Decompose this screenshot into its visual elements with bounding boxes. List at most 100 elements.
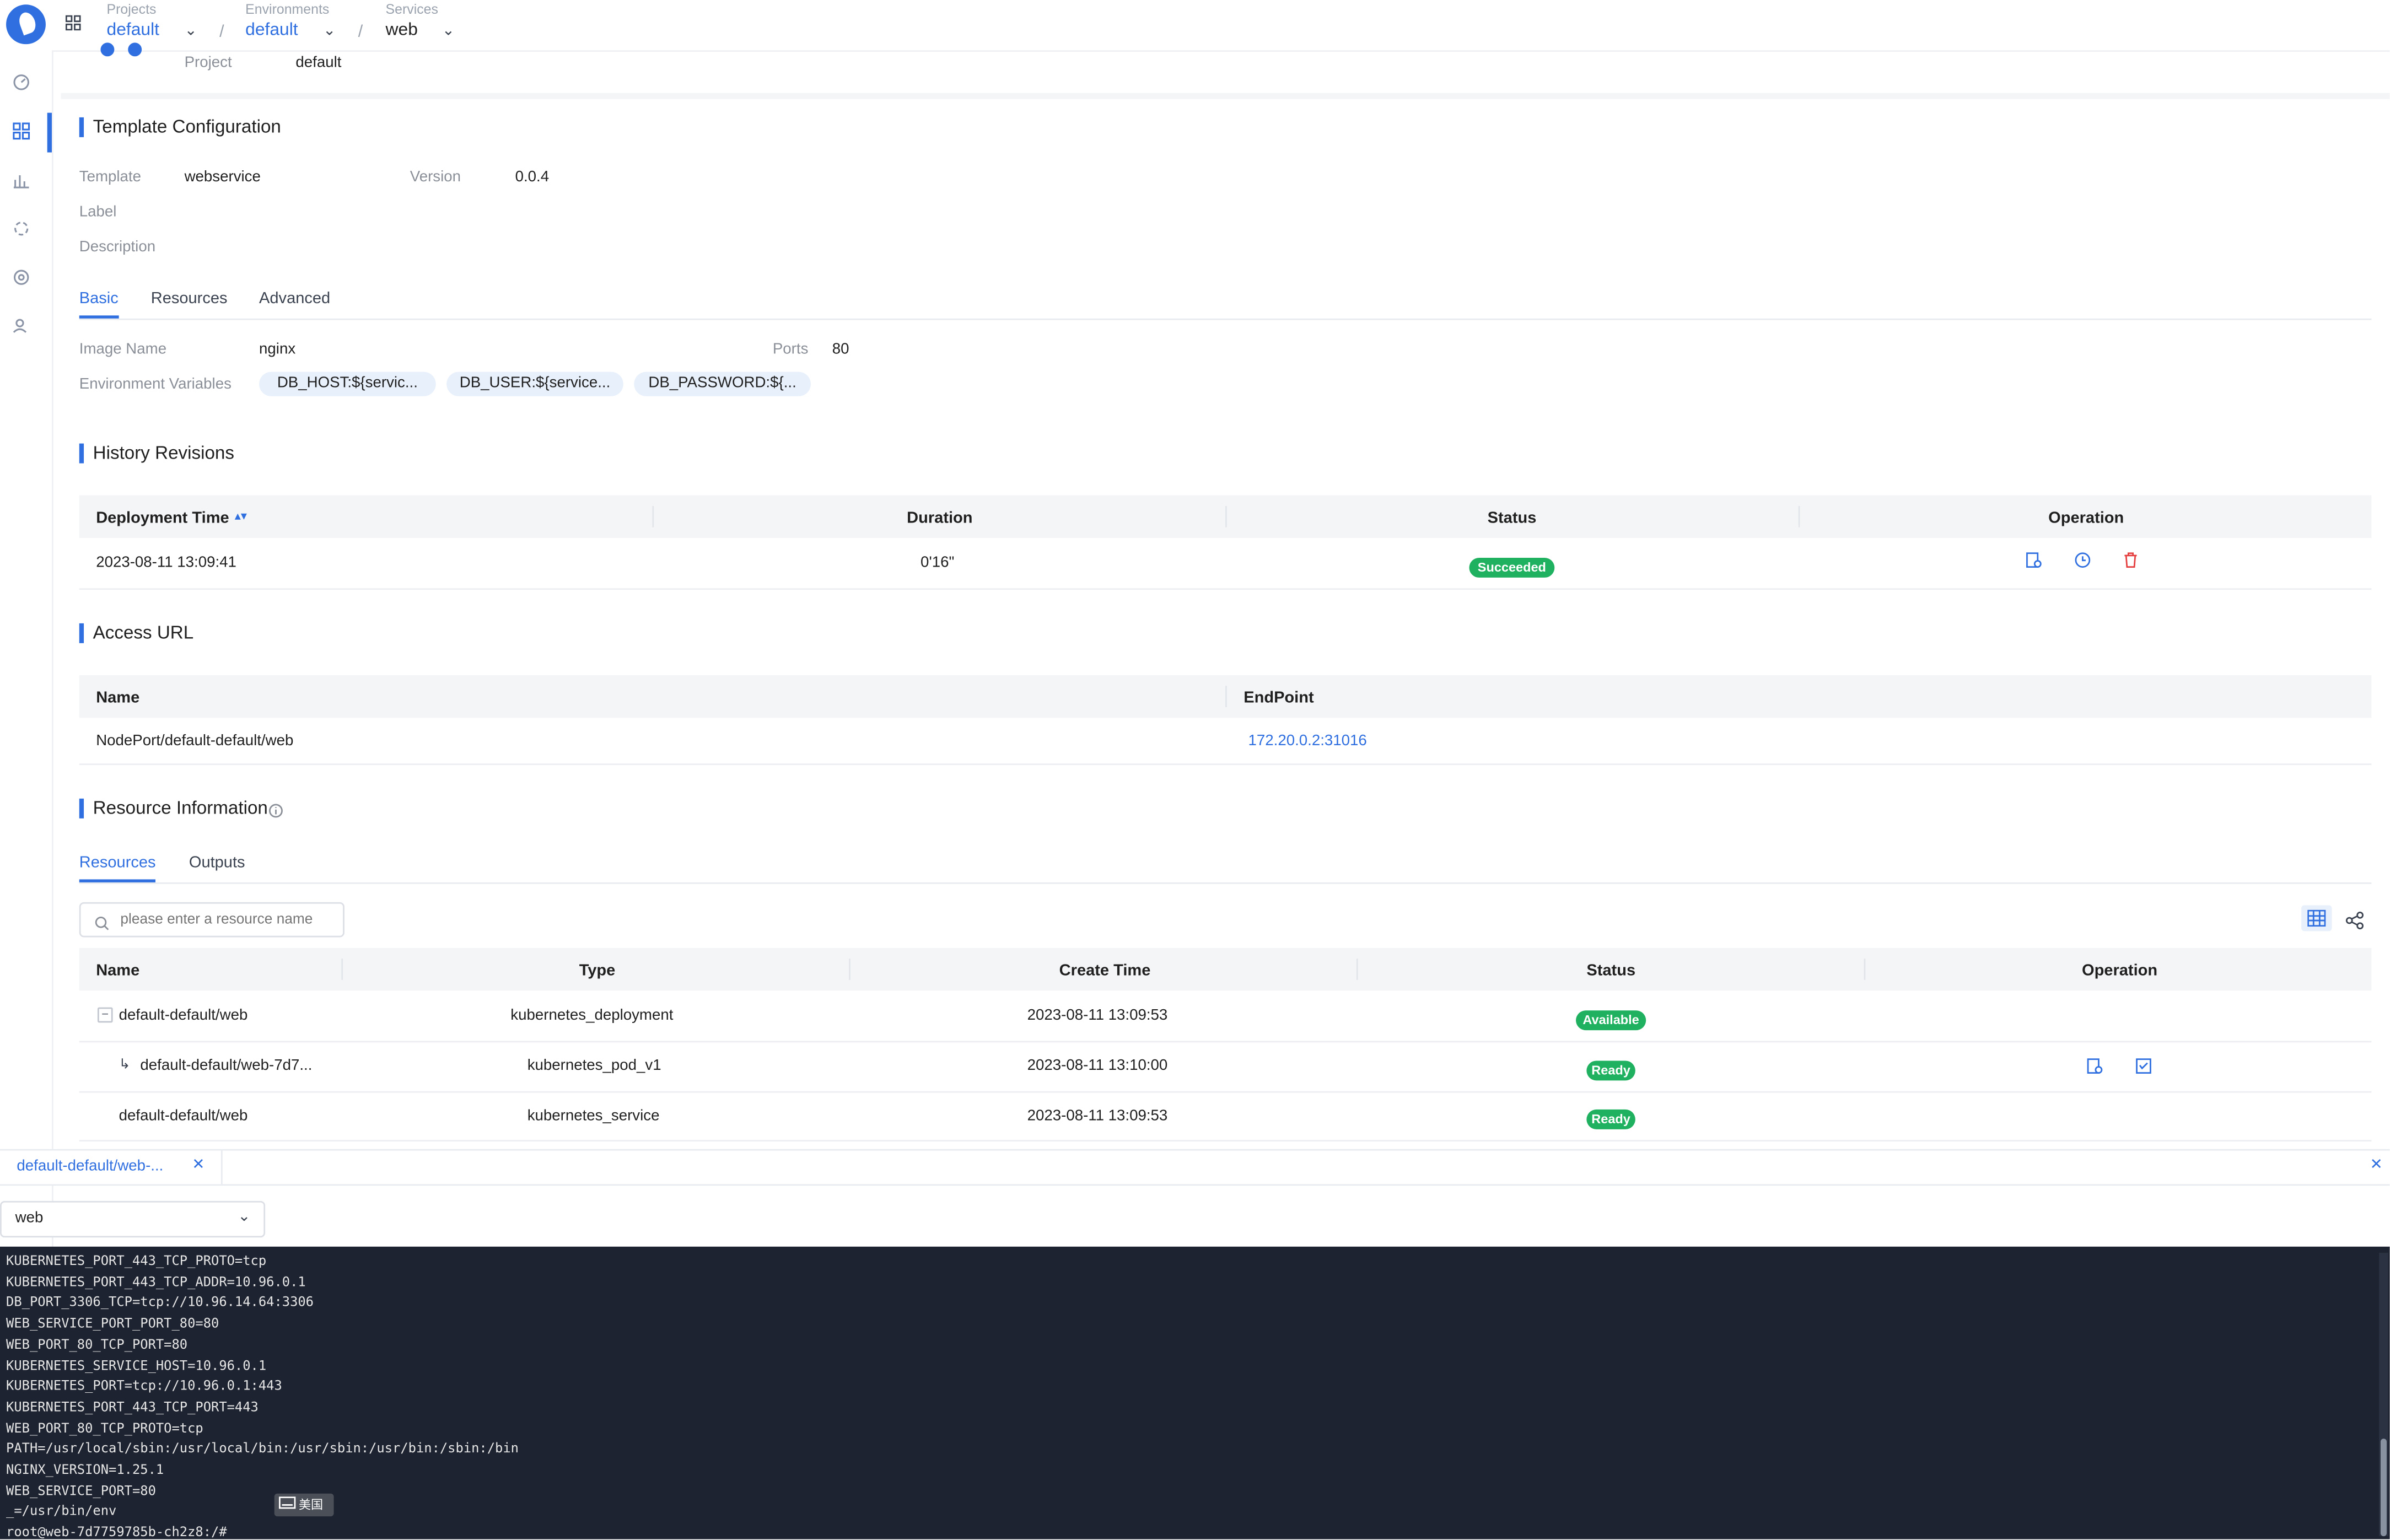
row-divider: [79, 1140, 2372, 1141]
deployment-time: 2023-08-11 13:09:41: [96, 554, 236, 572]
tab-active-underline: [79, 879, 156, 882]
column-separator: [1225, 505, 1227, 527]
chevron-down-icon[interactable]: ⌄: [323, 23, 336, 40]
terminal-line: WEB_PORT_80_TCP_PORT=80: [6, 1338, 188, 1353]
env-var-tag[interactable]: DB_USER:${service...: [446, 371, 623, 396]
table-header: Name EndPoint: [79, 675, 2372, 718]
terminal-line: NGINX_VERSION=1.25.1: [6, 1463, 164, 1479]
table-row: − default-default/web kubernetes_deploym…: [79, 992, 2372, 1041]
tree-branch-icon: ↳: [119, 1056, 131, 1071]
app-logo[interactable]: [6, 4, 46, 45]
create-time: 2023-08-11 13:09:53: [1027, 1108, 1168, 1125]
search-input[interactable]: [120, 908, 334, 930]
tab-resources[interactable]: Resources: [79, 853, 156, 872]
logs-icon[interactable]: [2086, 1054, 2103, 1082]
table-view-icon[interactable]: [2301, 905, 2332, 931]
label-label: Label: [79, 204, 117, 221]
detail-icon[interactable]: [2026, 552, 2042, 573]
terminal-prompt: root@web-7d7759785b-ch2z8:/#: [6, 1526, 227, 1539]
topbar: Projects default ⌄ / Environments defaul…: [52, 0, 2390, 52]
app-switcher-icon[interactable]: [65, 15, 81, 35]
container-select-value: web: [15, 1210, 44, 1227]
chevron-down-icon[interactable]: ⌄: [184, 23, 197, 40]
container-select[interactable]: web ⌄: [0, 1200, 266, 1238]
resource-search[interactable]: [79, 902, 344, 938]
status-badge: Ready: [1586, 1060, 1635, 1081]
graph-view-icon[interactable]: [2345, 910, 2364, 938]
rollback-clock-icon[interactable]: [2074, 552, 2091, 573]
env-var-tag[interactable]: DB_HOST:${servic...: [259, 371, 436, 396]
breadcrumb-environments[interactable]: Environments default: [245, 2, 329, 40]
column-header: EndPoint: [1244, 688, 1314, 707]
info-icon[interactable]: [268, 799, 284, 826]
terminal-output[interactable]: KUBERNETES_PORT_443_TCP_PROTO=tcp KUBERN…: [0, 1246, 2390, 1539]
column-header[interactable]: Deployment Time: [96, 509, 229, 527]
chart-icon[interactable]: [10, 171, 32, 192]
env-var-tag[interactable]: DB_PASSWORD:${...: [634, 371, 811, 396]
status-badge: Succeeded: [1469, 557, 1555, 578]
terminal-line: KUBERNETES_PORT=tcp://10.96.0.1:443: [6, 1379, 282, 1395]
tabs-divider: [79, 882, 2372, 884]
column-separator: [1798, 505, 1800, 527]
duration: 0'16": [921, 554, 955, 572]
chevron-down-icon[interactable]: ⌄: [442, 23, 455, 40]
table-header: Name Type Create Time Status Operation: [79, 947, 2372, 991]
terminal-icon[interactable]: [2135, 1054, 2152, 1082]
column-separator: [849, 959, 851, 980]
terminal-line: WEB_PORT_80_TCP_PROTO=tcp: [6, 1421, 203, 1437]
terminal-line: WEB_SERVICE_PORT_PORT_80=80: [6, 1317, 219, 1332]
resource-type: kubernetes_pod_v1: [527, 1057, 661, 1075]
description-label: Description: [79, 239, 156, 256]
template-value: webservice: [184, 169, 261, 186]
delete-icon[interactable]: [2123, 552, 2139, 573]
column-separator: [341, 959, 343, 980]
applications-icon[interactable]: [10, 122, 32, 143]
breadcrumb-caption: Services: [385, 1, 438, 17]
row-divider: [79, 763, 2372, 766]
column-separator: [652, 505, 654, 527]
tab-outputs[interactable]: Outputs: [189, 853, 245, 872]
tab-basic[interactable]: Basic: [79, 289, 119, 308]
column-header: Operation: [2081, 961, 2158, 980]
section-divider: [61, 93, 2390, 99]
column-header: Status: [1487, 509, 1537, 527]
endpoint-link[interactable]: 172.20.0.2:31016: [1248, 733, 1367, 750]
terminal-line: _=/usr/bin/env: [6, 1505, 117, 1520]
env-vars-label: Environment Variables: [79, 376, 232, 394]
breadcrumb-value: default: [106, 21, 160, 40]
close-icon[interactable]: ✕: [192, 1156, 205, 1174]
terminal-scroll-thumb[interactable]: [2380, 1439, 2387, 1537]
settings-icon[interactable]: [10, 268, 32, 290]
row-divider: [79, 1041, 2372, 1043]
collapse-icon[interactable]: −: [97, 1007, 113, 1023]
row-divider: [79, 1091, 2372, 1093]
table-row: NodePort/default-default/web 172.20.0.2:…: [79, 719, 2372, 763]
close-panel-icon[interactable]: ✕: [2370, 1156, 2383, 1174]
section-title: Access URL: [79, 623, 193, 643]
tab-advanced[interactable]: Advanced: [259, 289, 331, 308]
users-icon[interactable]: [10, 317, 32, 338]
sidebar-active-indicator: [47, 112, 52, 153]
column-header: Name: [96, 961, 140, 980]
breadcrumb-separator: /: [219, 23, 224, 41]
resource-type: kubernetes_deployment: [510, 1007, 674, 1025]
sort-icon[interactable]: ▴▾: [234, 509, 247, 523]
connectors-icon[interactable]: [10, 219, 32, 241]
row-divider: [79, 588, 2372, 590]
terminal-line: DB_PORT_3306_TCP=tcp://10.96.14.64:3306: [6, 1296, 314, 1312]
terminal-line: KUBERNETES_PORT_443_TCP_ADDR=10.96.0.1: [6, 1275, 306, 1291]
dashboard-icon[interactable]: [10, 73, 32, 95]
terminal-line: KUBERNETES_SERVICE_HOST=10.96.0.1: [6, 1359, 267, 1374]
breadcrumb-projects[interactable]: Projects default: [107, 2, 159, 40]
breadcrumb-services[interactable]: Services web: [386, 2, 438, 40]
status-badge: Ready: [1586, 1109, 1635, 1129]
create-time: 2023-08-11 13:10:00: [1027, 1057, 1168, 1075]
section-title: Template Configuration: [79, 117, 281, 137]
terminal-lines: KUBERNETES_PORT_443_TCP_PROTO=tcp KUBERN…: [6, 1253, 519, 1539]
terminal-tab[interactable]: default-default/web-... ✕: [0, 1150, 223, 1184]
chevron-down-icon: ⌄: [238, 1208, 251, 1226]
resource-name: default-default/web: [119, 1108, 248, 1125]
table-row: default-default/web kubernetes_service 2…: [79, 1093, 2372, 1140]
tab-resources[interactable]: Resources: [150, 289, 228, 308]
section-title: History Revisions: [79, 443, 234, 464]
